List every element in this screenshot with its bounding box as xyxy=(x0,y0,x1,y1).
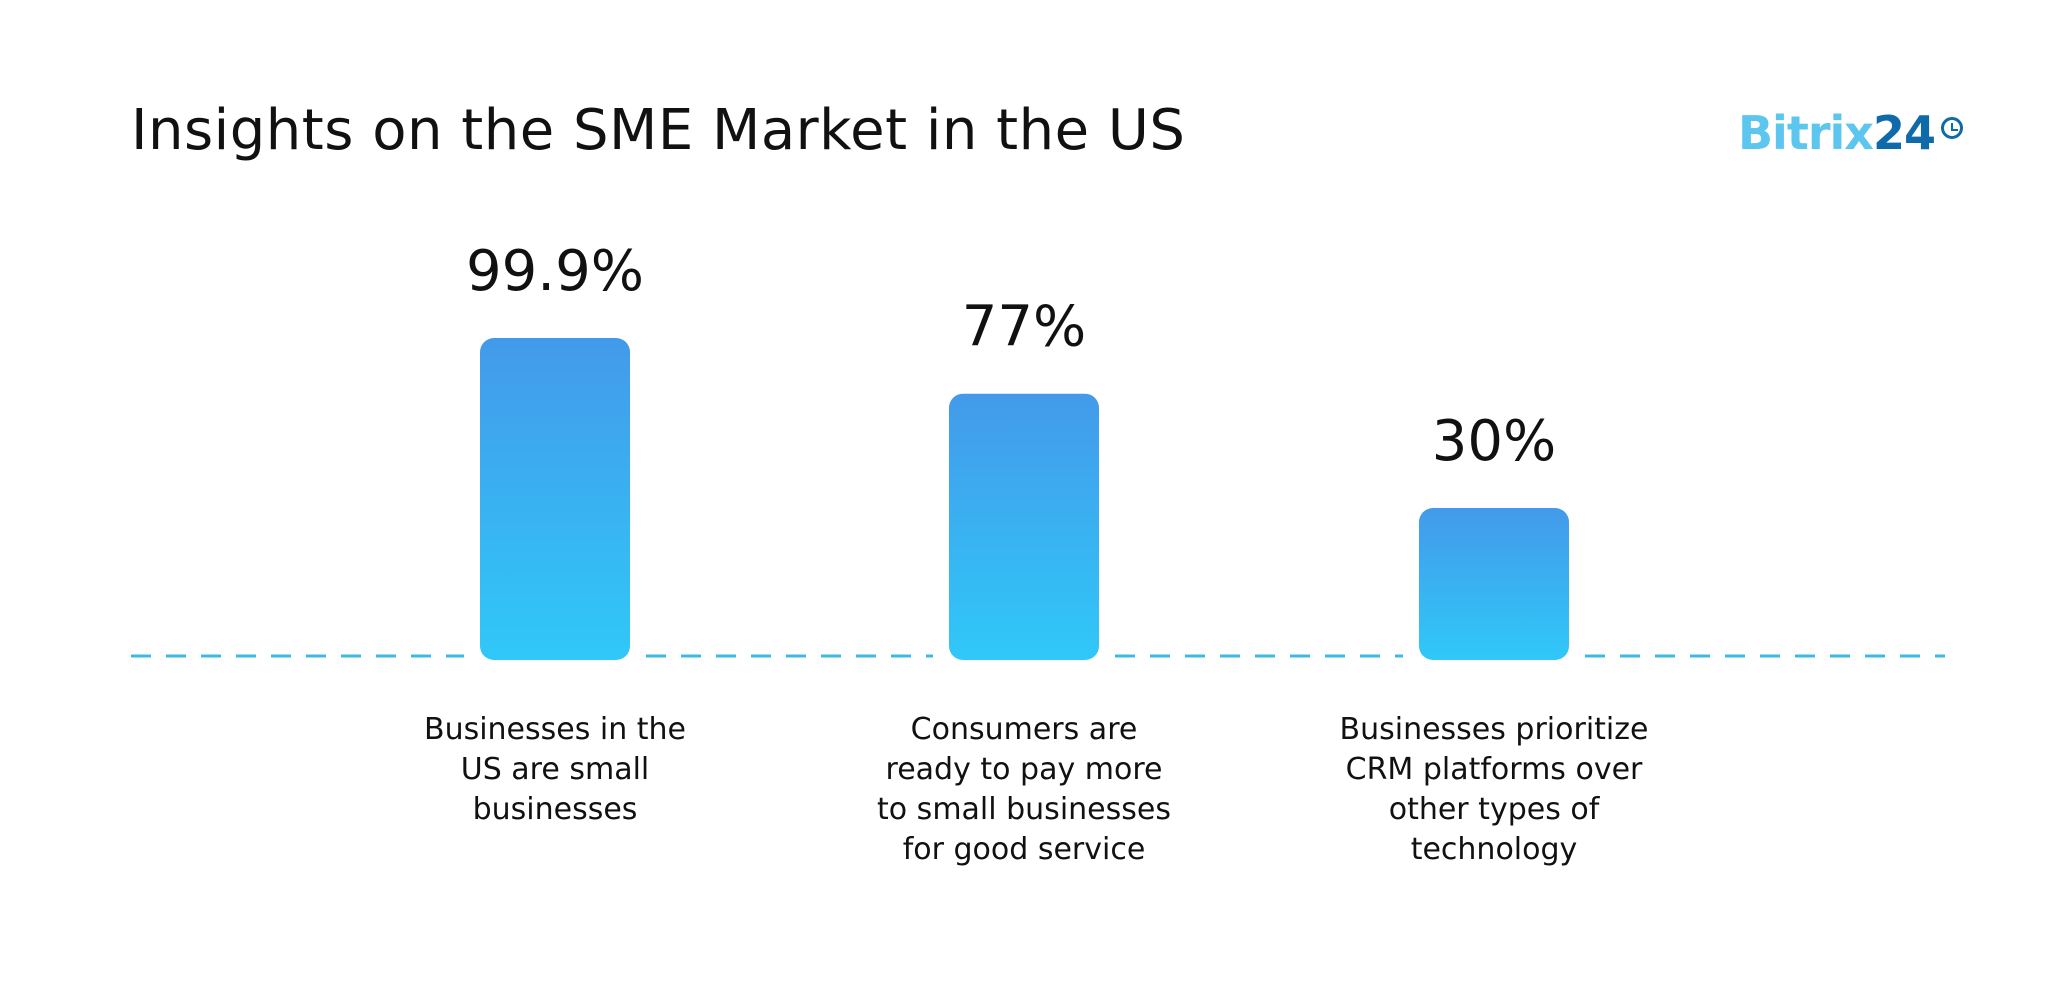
logo-text-dark: 24 xyxy=(1872,106,1936,160)
category-label-line: technology xyxy=(1410,832,1578,867)
category-label: Businesses prioritize CRM platforms over o… xyxy=(1284,710,1704,870)
data-label: 30% xyxy=(1432,409,1556,474)
category-label-line: for good service xyxy=(902,832,1146,867)
data-label: 77% xyxy=(962,295,1086,360)
clock-icon xyxy=(1940,117,1963,139)
bar xyxy=(1419,508,1569,660)
category-label-line: Businesses prioritize xyxy=(1339,712,1649,747)
category-label: Businesses in the US are small businesses xyxy=(345,710,765,830)
bar xyxy=(480,338,630,660)
data-label: 99.9% xyxy=(466,239,644,304)
category-label-line: to small businesses xyxy=(877,792,1171,827)
bitrix24-logo: Bitrix 24 xyxy=(1738,106,1963,160)
category-label: Consumers are ready to pay more to small b… xyxy=(814,710,1234,870)
page-title: Insights on the SME Market in the US xyxy=(131,98,1186,163)
category-label-line: CRM platforms over xyxy=(1345,752,1643,787)
category-label-line: ready to pay more xyxy=(885,752,1163,787)
category-label-line: Businesses in the xyxy=(423,712,687,747)
category-label-line: Consumers are xyxy=(910,712,1138,747)
category-label-line: businesses xyxy=(472,792,638,827)
category-label-line: US are small xyxy=(460,752,650,787)
bar xyxy=(949,393,1099,660)
category-label-line: other types of xyxy=(1388,792,1600,827)
logo-text-light: Bitrix xyxy=(1738,106,1874,160)
